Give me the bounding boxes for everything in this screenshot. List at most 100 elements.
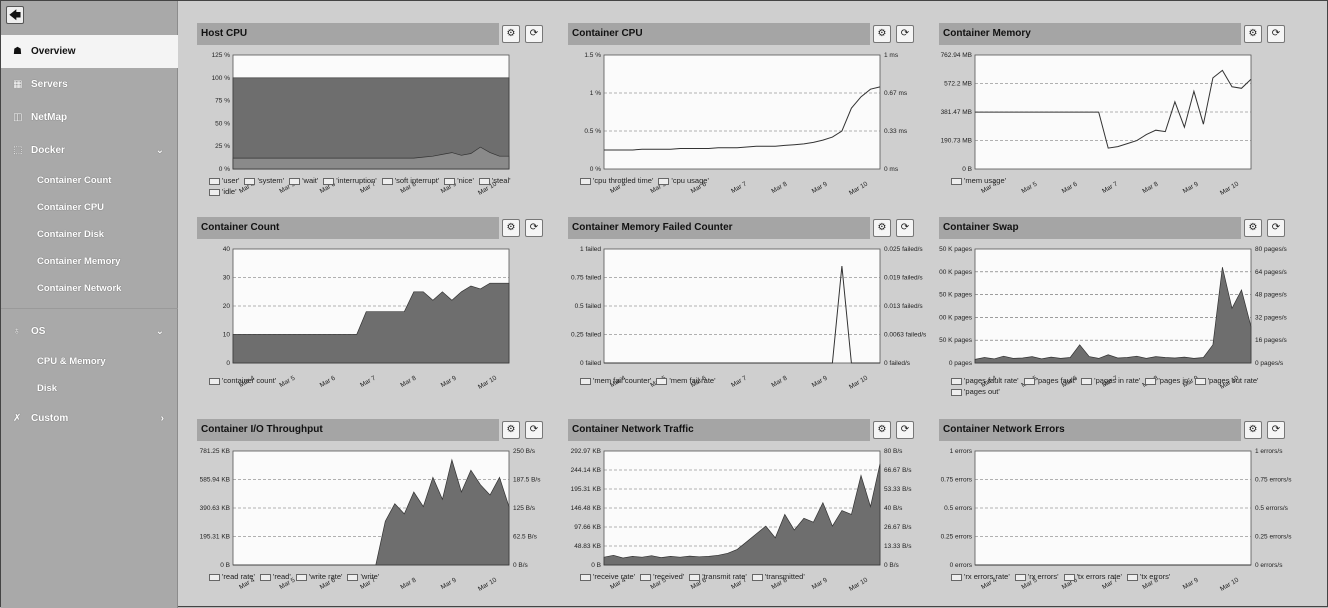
legend-item[interactable]: 'idle' xyxy=(209,186,237,197)
chevron-right-icon: › xyxy=(160,413,164,424)
sidebar-item-overview[interactable]: ☗ Overview xyxy=(1,35,178,68)
settings-button[interactable]: ⚙ xyxy=(873,421,891,439)
sidebar-subitem-container-cpu[interactable]: Container CPU xyxy=(37,202,105,213)
legend-item[interactable]: 'user' xyxy=(209,175,239,186)
legend-toggle-icon xyxy=(295,573,307,581)
legend-toggle-icon xyxy=(1126,573,1138,581)
legend-label: 'transmitted' xyxy=(764,572,805,581)
y-tick-label: 0 B xyxy=(591,562,601,569)
sidebar-subitem-container-memory[interactable]: Container Memory xyxy=(37,256,121,267)
legend-label: 'read rate' xyxy=(222,572,255,581)
sidebar-item-docker[interactable]: ⬚ Docker ⌄ xyxy=(1,134,178,167)
legend-label: 'write' xyxy=(360,572,380,581)
sidebar-subitem-container-disk[interactable]: Container Disk xyxy=(37,229,105,240)
refresh-icon: ⟳ xyxy=(529,28,539,39)
series-0 xyxy=(603,463,881,566)
sidebar-item-label: Servers xyxy=(31,79,68,90)
legend-label: 'user' xyxy=(222,176,240,185)
panel-container-network-errors: Container Network Errors ⚙ ⟳ 0 errors 0.25 e… xyxy=(939,419,1297,605)
y-tick-label: 0.25 errors xyxy=(941,534,973,541)
y-right-tick-label: 1 errors/s xyxy=(1255,448,1283,455)
legend-item[interactable]: 'nice' xyxy=(444,175,474,186)
legend-item[interactable]: 'transmitted' xyxy=(751,571,805,582)
legend-toggle-icon xyxy=(1023,377,1035,385)
sidebar-item-os[interactable]: ♁ OS ⌄ xyxy=(1,315,178,348)
y-right-tick-label: 187.5 B/s xyxy=(513,477,541,484)
legend-item[interactable]: 'mem fail counter' xyxy=(580,375,651,386)
refresh-button[interactable]: ⟳ xyxy=(525,25,543,43)
refresh-button[interactable]: ⟳ xyxy=(896,421,914,439)
gear-icon: ⚙ xyxy=(506,222,516,233)
y-right-tick-label: 0.33 ms xyxy=(884,128,908,135)
legend-item[interactable]: 'mem usage' xyxy=(951,175,1006,186)
settings-button[interactable]: ⚙ xyxy=(502,421,520,439)
legend-item[interactable]: 'mem fail rate' xyxy=(656,375,716,386)
sidebar-subitem-cpu-memory[interactable]: CPU & Memory xyxy=(37,356,106,367)
y-tick-label: 0 % xyxy=(590,166,601,173)
settings-button[interactable]: ⚙ xyxy=(1244,421,1262,439)
y-right-tick-label: 0.025 failed/s xyxy=(884,246,923,253)
legend-item[interactable]: 'received' xyxy=(640,571,684,582)
legend-label: 'mem usage' xyxy=(964,176,1007,185)
legend-label: 'pages out' xyxy=(964,387,1000,396)
series-0 xyxy=(232,77,510,170)
y-tick-label: 75 % xyxy=(215,98,230,105)
legend-item[interactable]: 'tx errors rate' xyxy=(1063,571,1122,582)
legend-item[interactable]: 'write rate' xyxy=(295,571,342,582)
sidebar-subitem-disk[interactable]: Disk xyxy=(37,383,58,394)
y-tick-label: 0.5 errors xyxy=(944,505,973,512)
settings-button[interactable]: ⚙ xyxy=(873,25,891,43)
refresh-button[interactable]: ⟳ xyxy=(896,219,914,237)
legend-item[interactable]: 'read' xyxy=(259,571,291,582)
settings-button[interactable]: ⚙ xyxy=(873,219,891,237)
sidebar-item-custom[interactable]: ✗ Custom › xyxy=(1,402,178,435)
legend-item[interactable]: 'interruption' xyxy=(323,175,377,186)
legend-item[interactable]: 'soft interrupt' xyxy=(381,175,439,186)
wrench-icon: ✗ xyxy=(13,413,22,424)
legend-item[interactable]: 'rx errors rate' xyxy=(951,571,1010,582)
sidebar-subitem-container-network[interactable]: Container Network xyxy=(37,283,122,294)
refresh-button[interactable]: ⟳ xyxy=(1267,421,1285,439)
refresh-button[interactable]: ⟳ xyxy=(1267,219,1285,237)
legend-item[interactable]: 'pages in rate' xyxy=(1081,375,1140,386)
legend-item[interactable]: 'rx errors' xyxy=(1014,571,1059,582)
legend-item[interactable]: 'wait' xyxy=(289,175,318,186)
sidebar-item-netmap[interactable]: ◫ NetMap xyxy=(1,101,178,134)
y-tick-label: 0.25 failed xyxy=(571,332,601,339)
chevron-down-icon: ⌄ xyxy=(155,326,164,337)
settings-button[interactable]: ⚙ xyxy=(1244,25,1262,43)
legend-label: 'tx errors rate' xyxy=(1076,572,1122,581)
legend-item[interactable]: 'tx errors' xyxy=(1126,571,1170,582)
gear-icon: ⚙ xyxy=(877,424,887,435)
y-right-tick-label: 26.67 B/s xyxy=(884,524,912,531)
legend-item[interactable]: 'pages in' xyxy=(1145,375,1190,386)
legend-item[interactable]: 'cpu throttled time' xyxy=(580,175,653,186)
y-tick-label: 1 errors xyxy=(950,448,973,455)
settings-button[interactable]: ⚙ xyxy=(502,219,520,237)
legend-item[interactable]: 'cpu usage' xyxy=(658,175,709,186)
legend-item[interactable]: 'system' xyxy=(244,175,284,186)
refresh-button[interactable]: ⟳ xyxy=(525,421,543,439)
sidebar-item-servers[interactable]: ▦ Servers xyxy=(1,68,178,101)
legend-toggle-icon xyxy=(244,177,256,185)
refresh-button[interactable]: ⟳ xyxy=(896,25,914,43)
legend-item[interactable]: 'read rate' xyxy=(209,571,255,582)
legend-item[interactable]: 'transmit rate' xyxy=(689,571,747,582)
legend-item[interactable]: 'steal' xyxy=(478,175,511,186)
legend-item[interactable]: 'pages fault rate' xyxy=(951,375,1019,386)
legend-item[interactable]: 'pages out' xyxy=(951,386,1000,397)
settings-button[interactable]: ⚙ xyxy=(1244,219,1262,237)
legend-item[interactable]: 'pages fault' xyxy=(1023,375,1076,386)
legend-item[interactable]: 'receive rate' xyxy=(580,571,635,582)
refresh-button[interactable]: ⟳ xyxy=(1267,25,1285,43)
legend-item[interactable]: 'container count' xyxy=(209,375,276,386)
legend-toggle-icon xyxy=(209,377,220,385)
legend-item[interactable]: 'write' xyxy=(347,571,379,582)
refresh-button[interactable]: ⟳ xyxy=(525,219,543,237)
legend-item[interactable]: 'pages out rate' xyxy=(1194,375,1258,386)
settings-button[interactable]: ⚙ xyxy=(502,25,520,43)
sidebar-subitem-container-count[interactable]: Container Count xyxy=(37,175,112,186)
legend-toggle-icon xyxy=(580,177,591,185)
back-button[interactable]: 🡄 xyxy=(6,6,24,24)
